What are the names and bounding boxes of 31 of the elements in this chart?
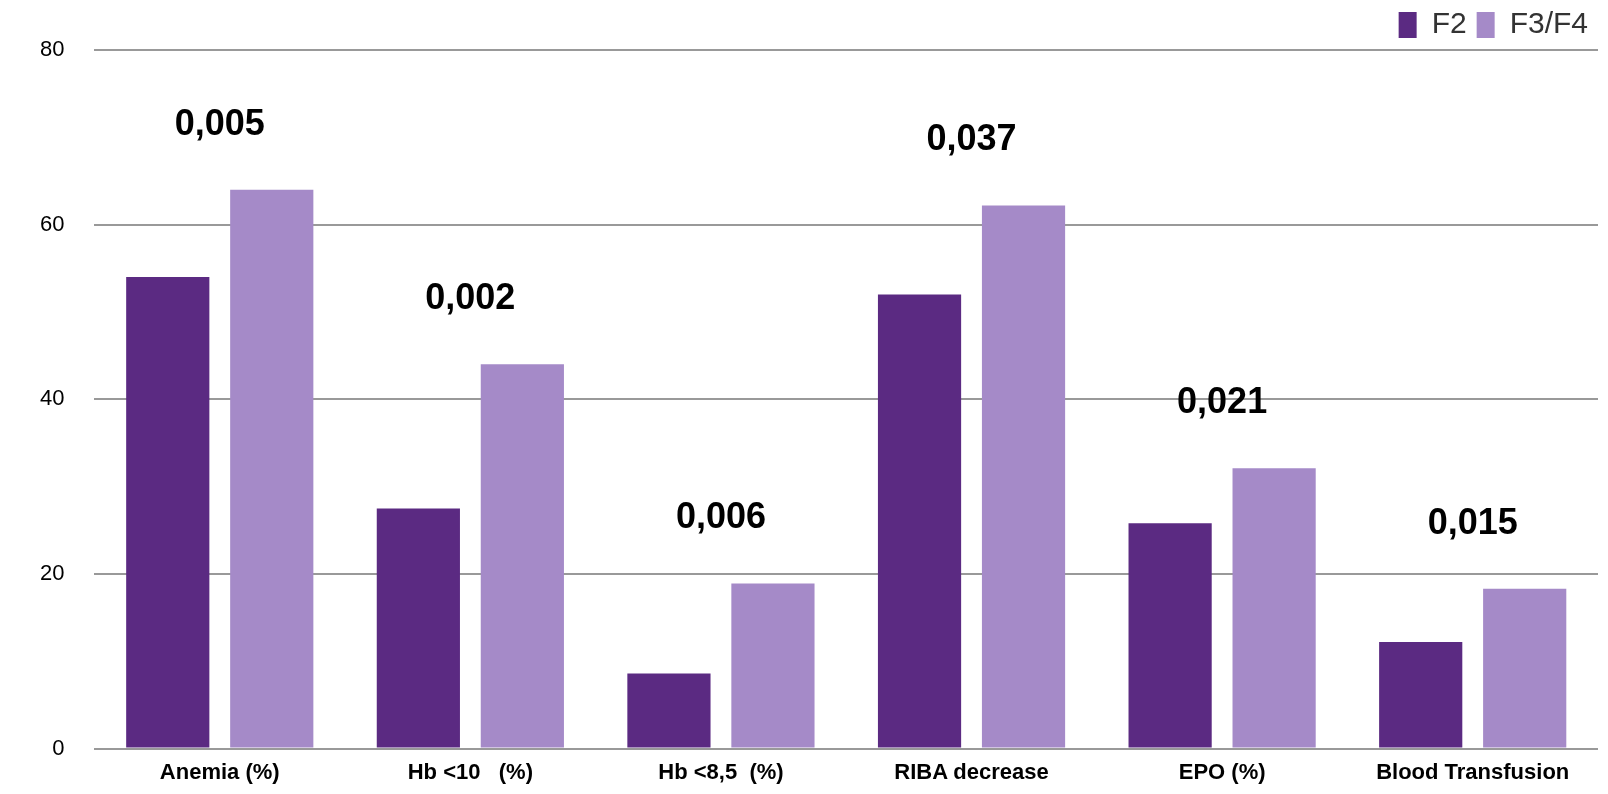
x-tick-label: RIBA decrease: [894, 758, 1049, 784]
annotation: 0,021: [1177, 380, 1268, 422]
legend-label: F3/F4: [1509, 6, 1588, 40]
y-tick-label: 20: [39, 560, 65, 586]
x-tick-label: Hb <10 (%): [407, 758, 534, 784]
bar: [877, 294, 962, 748]
y-tick-label: 0: [52, 734, 65, 760]
x-tick-label: Hb <8,5 (%): [658, 758, 784, 784]
bar: [480, 364, 564, 748]
bar: [1483, 588, 1567, 748]
x-tick-label: EPO (%): [1178, 758, 1266, 784]
bar: [981, 205, 1066, 748]
annotation: 0,006: [675, 495, 766, 537]
annotation: 0,002: [425, 276, 516, 318]
legend-label: F2: [1431, 6, 1467, 40]
bar: [731, 583, 815, 748]
bar: [1379, 642, 1463, 748]
bar: [1128, 523, 1212, 748]
annotation: 0,005: [174, 101, 265, 143]
annotation: 0,015: [1427, 500, 1518, 542]
y-tick-label: 40: [39, 385, 65, 411]
y-tick-label: 60: [39, 210, 65, 236]
bar: [627, 673, 711, 748]
bar: [1232, 468, 1316, 748]
x-tick-label: Blood Transfusion: [1376, 758, 1570, 784]
bar: [376, 508, 460, 748]
annotation: 0,037: [926, 117, 1017, 159]
bar: [126, 277, 210, 748]
y-tick-label: 80: [39, 36, 65, 62]
bar: [230, 189, 314, 748]
x-tick-label: Anemia (%): [159, 758, 280, 784]
